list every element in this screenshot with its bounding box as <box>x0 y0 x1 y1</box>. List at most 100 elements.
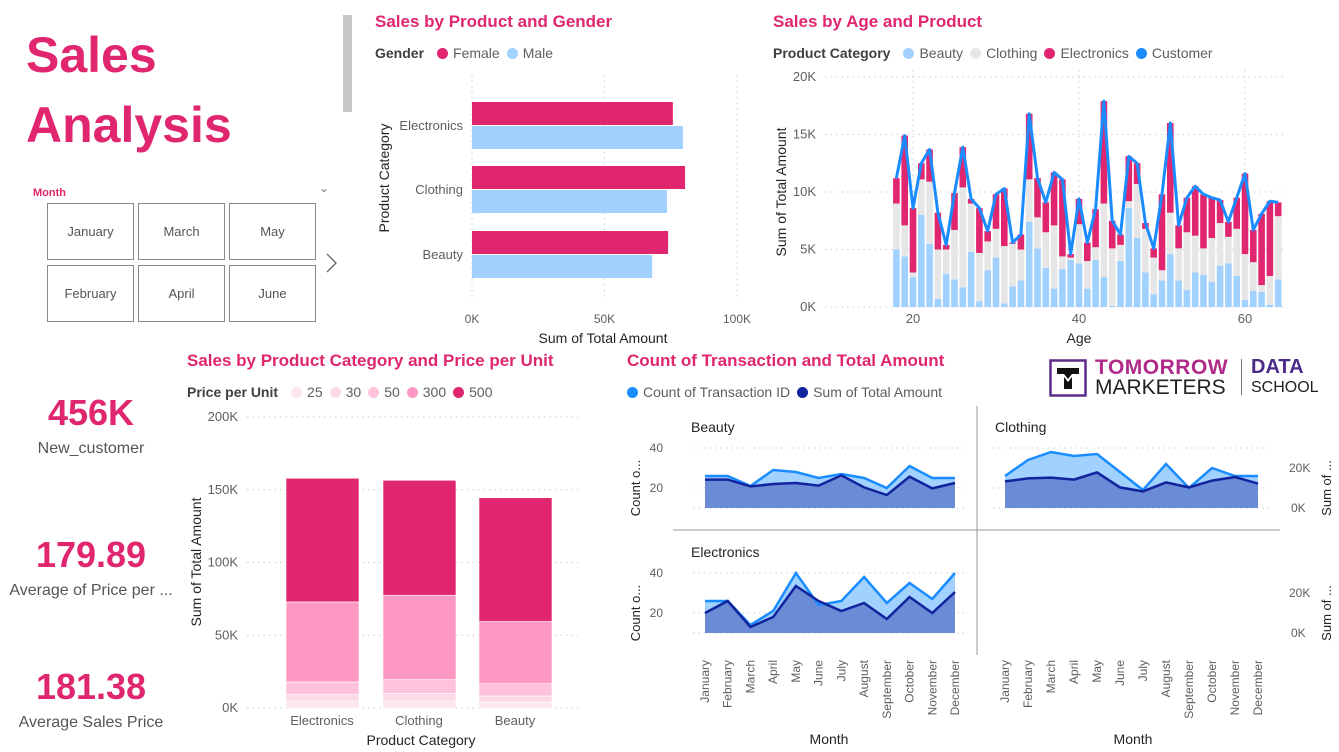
bar-age-35-electronics[interactable] <box>1034 178 1041 218</box>
bar-age-58-electronics[interactable] <box>1225 221 1232 237</box>
bar-age-42-beauty[interactable] <box>1092 259 1099 307</box>
bar-age-59-clothing[interactable] <box>1233 228 1240 276</box>
bar-age-31-electronics[interactable] <box>1001 188 1008 247</box>
bar-age-25-beauty[interactable] <box>951 279 958 307</box>
bar-age-63-electronics[interactable] <box>1266 201 1274 276</box>
bar-age-61-clothing[interactable] <box>1250 262 1257 291</box>
bar-age-28-beauty[interactable] <box>976 301 983 307</box>
bar-age-41-clothing[interactable] <box>1084 261 1091 289</box>
bar-age-62-beauty[interactable] <box>1258 292 1265 307</box>
bar-age-38-electronics[interactable] <box>1059 179 1066 257</box>
bar-age-49-electronics[interactable] <box>1150 248 1157 258</box>
bar-age-53-clothing[interactable] <box>1183 232 1191 290</box>
bar-age-21-beauty[interactable] <box>918 215 925 307</box>
bar-age-23-clothing[interactable] <box>934 249 942 299</box>
bar-age-51-clothing[interactable] <box>1167 212 1174 255</box>
bar-age-22-electronics[interactable] <box>926 149 933 182</box>
bar-age-45-electronics[interactable] <box>1117 234 1124 245</box>
bar-age-32-clothing[interactable] <box>1009 243 1016 287</box>
bar-age-63-clothing[interactable] <box>1266 275 1274 305</box>
bar-age-56-beauty[interactable] <box>1208 281 1216 307</box>
legend-25[interactable]: 25 <box>307 384 323 400</box>
bar-age-40-clothing[interactable] <box>1075 224 1083 264</box>
bar-age-42-clothing[interactable] <box>1092 247 1099 260</box>
bar-age-23-beauty[interactable] <box>934 298 942 307</box>
bar-age-37-electronics[interactable] <box>1050 172 1058 226</box>
sum-line-clothing[interactable] <box>1004 471 1259 493</box>
bar-clothing-price-30[interactable] <box>382 693 457 702</box>
bar-electronics-price-25[interactable] <box>285 700 360 709</box>
scrollbar[interactable] <box>343 15 352 112</box>
bar-age-20-beauty[interactable] <box>909 277 917 307</box>
bar-electronics-female[interactable] <box>472 102 673 125</box>
bar-age-24-clothing[interactable] <box>942 249 950 274</box>
legend-300[interactable]: 300 <box>422 384 447 400</box>
legend-count[interactable]: Count of Transaction ID <box>643 384 791 400</box>
bar-age-50-beauty[interactable] <box>1158 280 1166 307</box>
bar-age-38-beauty[interactable] <box>1059 269 1066 307</box>
bar-age-29-beauty[interactable] <box>984 270 991 307</box>
bar-age-53-electronics[interactable] <box>1183 197 1191 233</box>
bar-age-32-beauty[interactable] <box>1009 286 1016 307</box>
legend-500[interactable]: 500 <box>469 384 493 400</box>
bar-age-37-clothing[interactable] <box>1050 225 1058 289</box>
legend-electronics[interactable]: Electronics <box>1060 45 1129 61</box>
bar-age-51-beauty[interactable] <box>1167 254 1174 307</box>
bar-age-33-beauty[interactable] <box>1017 280 1025 307</box>
bar-age-44-electronics[interactable] <box>1108 220 1116 249</box>
bar-age-31-clothing[interactable] <box>1001 246 1008 304</box>
slicer-option-may[interactable]: May <box>229 203 316 260</box>
bar-age-49-beauty[interactable] <box>1150 294 1157 307</box>
bar-age-36-electronics[interactable] <box>1042 202 1050 233</box>
bar-age-60-electronics[interactable] <box>1241 173 1249 255</box>
bar-age-23-electronics[interactable] <box>934 212 942 250</box>
bar-age-52-clothing[interactable] <box>1175 248 1182 281</box>
bar-age-27-electronics[interactable] <box>967 198 975 204</box>
bar-age-27-clothing[interactable] <box>967 203 975 252</box>
bar-age-19-beauty[interactable] <box>901 256 908 307</box>
bar-age-24-electronics[interactable] <box>942 244 950 250</box>
bar-age-20-clothing[interactable] <box>909 272 917 278</box>
bar-age-27-beauty[interactable] <box>967 251 975 307</box>
bar-age-25-electronics[interactable] <box>951 193 958 230</box>
bar-age-28-clothing[interactable] <box>976 252 983 302</box>
bar-age-61-beauty[interactable] <box>1250 290 1257 307</box>
bar-age-19-electronics[interactable] <box>901 135 908 226</box>
bar-age-20-electronics[interactable] <box>909 208 917 273</box>
bar-age-45-beauty[interactable] <box>1117 261 1124 307</box>
bar-age-30-clothing[interactable] <box>992 228 1000 258</box>
count-line-clothing[interactable] <box>1004 450 1258 492</box>
bar-age-38-clothing[interactable] <box>1059 256 1066 270</box>
bar-age-44-beauty[interactable] <box>1108 305 1116 307</box>
bar-age-21-clothing[interactable] <box>918 179 925 215</box>
bar-age-48-beauty[interactable] <box>1142 272 1149 308</box>
bar-age-41-beauty[interactable] <box>1084 288 1091 307</box>
bar-age-33-clothing[interactable] <box>1017 249 1025 281</box>
bar-age-34-beauty[interactable] <box>1025 221 1033 307</box>
bar-age-60-beauty[interactable] <box>1241 300 1249 307</box>
bar-age-63-beauty[interactable] <box>1266 304 1274 307</box>
bar-age-18-electronics[interactable] <box>893 178 900 204</box>
bar-age-47-clothing[interactable] <box>1133 183 1141 238</box>
bar-age-57-clothing[interactable] <box>1216 223 1224 266</box>
legend-male[interactable]: Male <box>522 45 554 61</box>
bar-age-29-clothing[interactable] <box>984 241 991 271</box>
bar-age-33-electronics[interactable] <box>1017 234 1025 250</box>
bar-age-22-clothing[interactable] <box>926 181 933 244</box>
legend-customer[interactable]: Customer <box>1151 45 1213 61</box>
bar-age-59-electronics[interactable] <box>1233 197 1240 229</box>
bar-beauty-price-500[interactable] <box>478 497 553 622</box>
bar-age-50-electronics[interactable] <box>1158 194 1166 271</box>
bar-age-45-clothing[interactable] <box>1117 244 1124 261</box>
slicer-option-march[interactable]: March <box>138 203 225 260</box>
bar-age-37-beauty[interactable] <box>1050 288 1058 307</box>
bar-age-46-electronics[interactable] <box>1125 156 1133 202</box>
bar-electronics-male[interactable] <box>472 126 683 149</box>
slicer-option-january[interactable]: January <box>47 203 134 260</box>
bar-age-50-clothing[interactable] <box>1158 270 1166 281</box>
bar-age-58-beauty[interactable] <box>1225 263 1232 307</box>
bar-age-54-beauty[interactable] <box>1191 272 1199 308</box>
bar-age-54-clothing[interactable] <box>1191 235 1199 273</box>
bar-age-52-electronics[interactable] <box>1175 225 1182 249</box>
customer-line[interactable] <box>894 99 1279 256</box>
